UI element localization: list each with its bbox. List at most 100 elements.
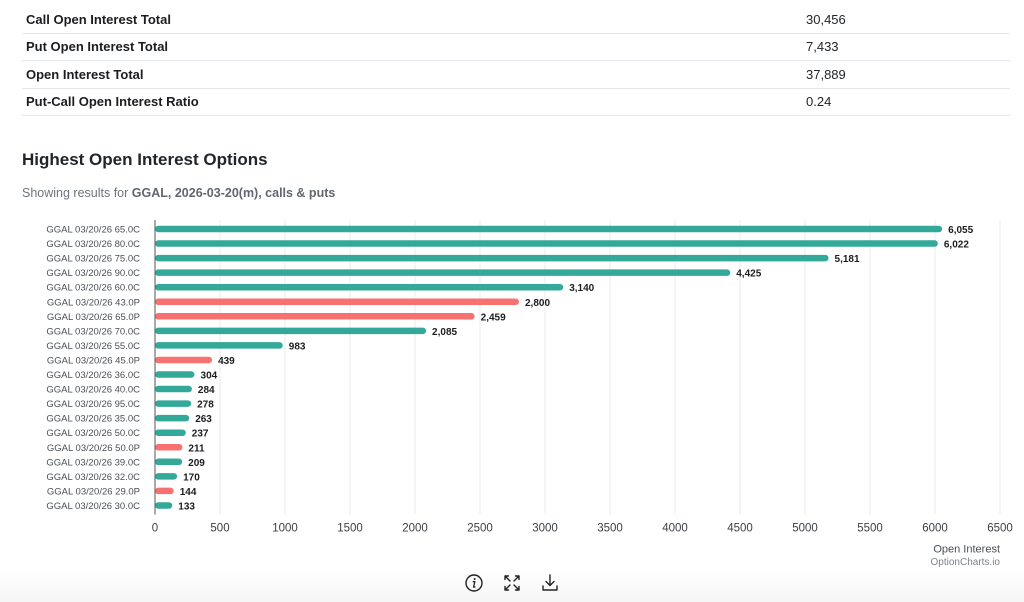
open-interest-bar-chart: GGAL 03/20/26 65.0C GGAL 03/20/26 80.0C GG… [46, 220, 1013, 555]
chart-credit: OptionCharts.io [930, 557, 1000, 568]
value-label: 170 [183, 472, 200, 483]
summary-row-total-oi: Open Interest Total 37,889 [22, 61, 1010, 89]
x-tick-label: 5000 [792, 522, 818, 534]
category-label: GGAL 03/20/26 60.0C [46, 283, 140, 294]
category-label: GGAL 03/20/26 65.0C [46, 225, 140, 236]
category-label: GGAL 03/20/26 65.0P [47, 312, 140, 323]
bar-call[interactable] [155, 385, 192, 393]
results-subtitle: Showing results for GGAL, 2026-03-20(m),… [22, 186, 335, 200]
summary-row-pc-ratio: Put-Call Open Interest Ratio 0.24 [22, 89, 1010, 116]
x-tick-label: 4000 [662, 522, 688, 534]
summary-value: 0.24 [806, 94, 832, 110]
bar-call[interactable] [155, 283, 564, 291]
summary-label: Call Open Interest Total [26, 11, 171, 27]
subtitle-prefix: Showing results for [22, 186, 132, 200]
category-label: GGAL 03/20/26 29.0P [47, 486, 140, 497]
x-axis-title: Open Interest [933, 543, 1000, 555]
value-label: 3,140 [569, 283, 594, 294]
bar-call[interactable] [155, 473, 178, 480]
value-label: 2,459 [481, 312, 506, 323]
grid-lines [219, 220, 1001, 515]
value-label: 237 [192, 429, 209, 440]
bar-put[interactable] [155, 444, 183, 451]
download-button[interactable] [539, 572, 561, 594]
summary-value: 37,889 [806, 66, 846, 82]
bar-call[interactable] [155, 371, 195, 378]
bar-call[interactable] [155, 254, 829, 262]
summary-row-put-oi: Put Open Interest Total 7,433 [22, 34, 1010, 61]
bar-call[interactable] [155, 269, 731, 276]
x-tick-labels: 0 500 1000 1500 2000 2500 3000 3500 4000 4500 5000… [152, 522, 1013, 534]
summary-value: 30,456 [806, 11, 846, 27]
value-label: 6,022 [944, 240, 969, 251]
category-label: GGAL 03/20/26 36.0C [46, 370, 140, 381]
x-tick-label: 3000 [532, 522, 558, 534]
value-label: 6,055 [948, 225, 973, 236]
value-label: 2,800 [525, 298, 550, 309]
x-tick-label: 500 [210, 522, 229, 534]
x-tick-label: 2500 [467, 522, 493, 534]
value-label: 278 [197, 400, 214, 411]
value-label: 144 [180, 487, 197, 498]
bar-put[interactable] [155, 356, 213, 364]
value-label: 209 [188, 458, 205, 469]
bar-call[interactable] [155, 342, 283, 349]
x-tick-label: 1500 [337, 522, 363, 534]
bar-call[interactable] [155, 414, 190, 422]
subtitle-query: GGAL, 2026-03-20(m), calls & puts [131, 186, 336, 200]
x-tick-label: 6500 [987, 522, 1013, 534]
category-label: GGAL 03/20/26 50.0C [46, 428, 140, 439]
download-icon [542, 574, 558, 591]
x-tick-label: 2000 [402, 522, 428, 534]
value-label: 4,425 [736, 269, 761, 280]
value-label: 983 [289, 341, 306, 352]
bar-call[interactable] [155, 225, 943, 233]
bar-call[interactable] [155, 327, 427, 335]
open-interest-summary-table: Call Open Interest Total 30,456 Put Open… [22, 6, 1010, 116]
category-label: GGAL 03/20/26 35.0C [46, 414, 140, 425]
fullscreen-button[interactable] [501, 572, 523, 594]
bar-put[interactable] [155, 298, 519, 306]
x-tick-label: 6000 [922, 522, 948, 534]
value-label: 5,181 [835, 254, 860, 265]
bar-call[interactable] [155, 240, 938, 247]
category-label: GGAL 03/20/26 50.0P [47, 443, 140, 454]
value-label: 304 [201, 371, 218, 382]
value-labels: 6,055 6,022 5,181 4,425 3,140 2,800 2,459 2,085… [178, 225, 973, 512]
summary-label: Put-Call Open Interest Ratio [26, 94, 199, 110]
value-label: 263 [195, 414, 212, 425]
value-label: 2,085 [432, 327, 457, 338]
fullscreen-icon [504, 575, 520, 591]
category-label: GGAL 03/20/26 32.0C [46, 472, 140, 483]
bar-call[interactable] [155, 502, 173, 509]
value-label: 439 [218, 356, 235, 367]
x-tick-label: 5500 [857, 522, 883, 534]
category-labels: GGAL 03/20/26 65.0C GGAL 03/20/26 80.0C GG… [46, 225, 140, 512]
category-label: GGAL 03/20/26 90.0C [46, 268, 140, 279]
x-tick-label: 1000 [272, 522, 298, 534]
category-label: GGAL 03/20/26 55.0C [46, 341, 140, 352]
category-label: GGAL 03/20/26 75.0C [46, 254, 140, 265]
section-title: Highest Open Interest Options [22, 150, 268, 169]
category-label: GGAL 03/20/26 39.0C [46, 457, 140, 468]
info-icon [465, 574, 483, 592]
bar-put[interactable] [155, 313, 475, 320]
category-label: GGAL 03/20/26 80.0C [46, 239, 140, 250]
bar-put[interactable] [155, 487, 174, 495]
summary-label: Open Interest Total [26, 66, 144, 82]
category-label: GGAL 03/20/26 43.0P [47, 297, 140, 308]
info-button[interactable] [463, 572, 485, 594]
value-label: 284 [198, 385, 215, 396]
category-label: GGAL 03/20/26 30.0C [46, 501, 140, 512]
x-tick-label: 3500 [597, 522, 623, 534]
category-label: GGAL 03/20/26 70.0C [46, 326, 140, 337]
bar-call[interactable] [155, 458, 183, 466]
x-tick-label: 4500 [727, 522, 753, 534]
chart-toolbar [0, 568, 1024, 602]
x-tick-label: 0 [152, 522, 158, 534]
summary-label: Put Open Interest Total [26, 39, 169, 55]
bar-call[interactable] [155, 400, 192, 407]
category-label: GGAL 03/20/26 40.0C [46, 385, 140, 396]
bar-call[interactable] [155, 429, 186, 436]
bars [155, 225, 943, 509]
